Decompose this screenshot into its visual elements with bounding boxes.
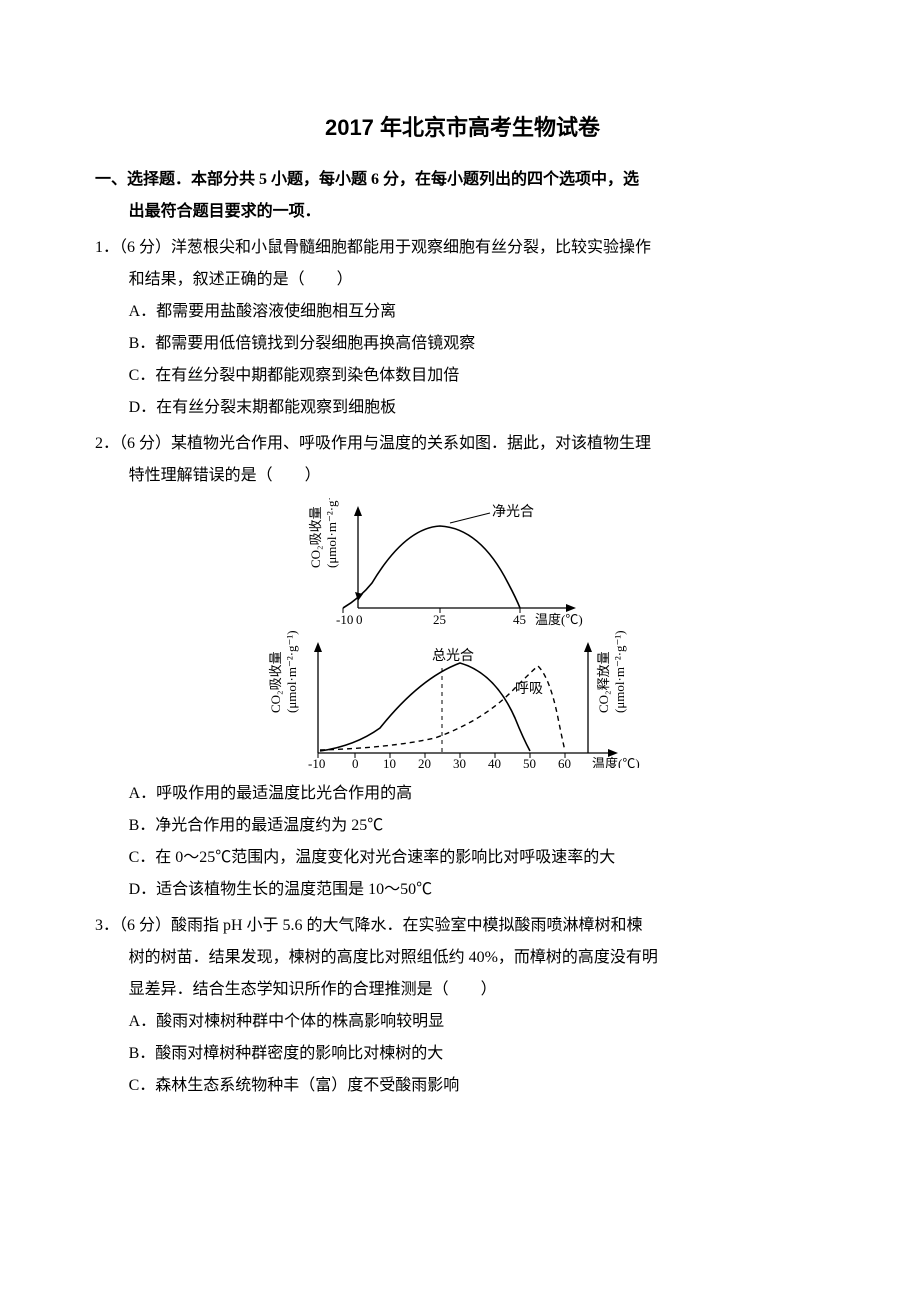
section-heading: 一、选择题．本部分共 5 小题，每小题 6 分，在每小题列出的四个选项中，选 出… <box>129 164 830 228</box>
q2-option-d: D．适合该植物生长的温度范围是 10～50℃ <box>95 874 830 906</box>
top-x-axis-label: 温度(℃) <box>535 612 583 627</box>
document-page: 2017 年北京市高考生物试卷 一、选择题．本部分共 5 小题，每小题 6 分，… <box>0 0 920 1166</box>
exam-title: 2017 年北京市高考生物试卷 <box>95 110 830 142</box>
respiration-label: 呼吸 <box>515 681 543 697</box>
b-tick-0: 0 <box>352 756 359 768</box>
top-tick-25: 25 <box>433 612 446 627</box>
q3-option-b: B．酸雨对樟树种群密度的影响比对楝树的大 <box>95 1038 830 1070</box>
question-3: 3．（6 分）酸雨指 pH 小于 5.6 的大气降水．在实验室中模拟酸雨喷淋樟树… <box>95 910 830 1102</box>
q3-stem-line1: 3．（6 分）酸雨指 pH 小于 5.6 的大气降水．在实验室中模拟酸雨喷淋樟树… <box>95 910 830 942</box>
section-heading-line2: 出最符合题目要求的一项． <box>129 203 321 220</box>
top-tick-45: 45 <box>513 612 526 627</box>
b-tick-50: 50 <box>523 756 536 768</box>
b-tick-10: 10 <box>383 756 396 768</box>
q1-stem-line2: 和结果，叙述正确的是（ ） <box>95 264 830 296</box>
b-left-y-2: (μmol·m⁻²·g⁻¹) <box>284 630 299 713</box>
q1-option-d: D．在有丝分裂末期都能观察到细胞板 <box>95 392 830 424</box>
b-tick-40: 40 <box>488 756 501 768</box>
q1-stem-line1: 1．（6 分）洋葱根尖和小鼠骨髓细胞都能用于观察细胞有丝分裂，比较实验操作 <box>95 232 830 264</box>
net-photo-label: 净光合 <box>492 504 534 520</box>
question-1: 1．（6 分）洋葱根尖和小鼠骨髓细胞都能用于观察细胞有丝分裂，比较实验操作 和结… <box>95 232 830 424</box>
q3-option-c: C．森林生态系统物种丰（富）度不受酸雨影响 <box>95 1070 830 1102</box>
q1-option-a: A．都需要用盐酸溶液使细胞相互分离 <box>95 296 830 328</box>
q1-option-b: B．都需要用低倍镜找到分裂细胞再换高倍镜观察 <box>95 328 830 360</box>
b-tick-60: 60 <box>558 756 571 768</box>
q1-option-c: C．在有丝分裂中期都能观察到染色体数目加倍 <box>95 360 830 392</box>
top-chart: -10 0 25 45 温度(℃) CO₂吸收量 (μmol·m⁻²·g⁻¹) <box>308 498 583 627</box>
q2-chart-svg: -10 0 25 45 温度(℃) CO₂吸收量 (μmol·m⁻²·g⁻¹) <box>260 498 665 768</box>
b-tick-30: 30 <box>453 756 466 768</box>
q2-stem-line2: 特性理解错误的是（ ） <box>95 460 830 492</box>
top-y-label-1: CO₂吸收量 <box>308 506 323 568</box>
top-y-label-2: (μmol·m⁻²·g⁻¹) <box>324 498 339 568</box>
q2-option-b: B．净光合作用的最适温度约为 25℃ <box>95 810 830 842</box>
top-tick--10: -10 <box>336 612 353 627</box>
q2-figure: -10 0 25 45 温度(℃) CO₂吸收量 (μmol·m⁻²·g⁻¹) <box>95 498 830 768</box>
gross-photo-curve <box>320 663 530 751</box>
q2-option-a: A．呼吸作用的最适温度比光合作用的高 <box>95 778 830 810</box>
b-right-y-2: (μmol·m⁻²·g⁻¹) <box>612 630 627 713</box>
b-x-axis-label: 温度(℃) <box>592 756 640 768</box>
top-tick-0: 0 <box>356 612 363 627</box>
gross-photo-label: 总光合 <box>432 648 474 664</box>
b-left-y-1: CO₂吸收量 <box>268 651 283 713</box>
b-tick-20: 20 <box>418 756 431 768</box>
q3-option-a: A．酸雨对楝树种群中个体的株高影响较明显 <box>95 1006 830 1038</box>
b-tick--10: -10 <box>308 756 325 768</box>
bottom-chart: -10 0 10 20 30 40 50 60 温度(℃) CO₂吸收量 (μm… <box>268 630 640 768</box>
b-right-y-1: CO₂释放量 <box>596 651 611 713</box>
q2-option-c: C．在 0～25℃范围内，温度变化对光合速率的影响比对呼吸速率的大 <box>95 842 830 874</box>
section-heading-line1: 一、选择题．本部分共 5 小题，每小题 6 分，在每小题列出的四个选项中，选 <box>95 171 639 188</box>
q3-stem-line3: 显差异．结合生态学知识所作的合理推测是（ ） <box>95 974 830 1006</box>
q3-stem-line2: 树的树苗．结果发现，楝树的高度比对照组低约 40%，而樟树的高度没有明 <box>95 942 830 974</box>
net-photosynthesis-curve <box>343 526 520 608</box>
q2-stem-line1: 2．（6 分）某植物光合作用、呼吸作用与温度的关系如图．据此，对该植物生理 <box>95 428 830 460</box>
question-2: 2．（6 分）某植物光合作用、呼吸作用与温度的关系如图．据此，对该植物生理 特性… <box>95 428 830 906</box>
